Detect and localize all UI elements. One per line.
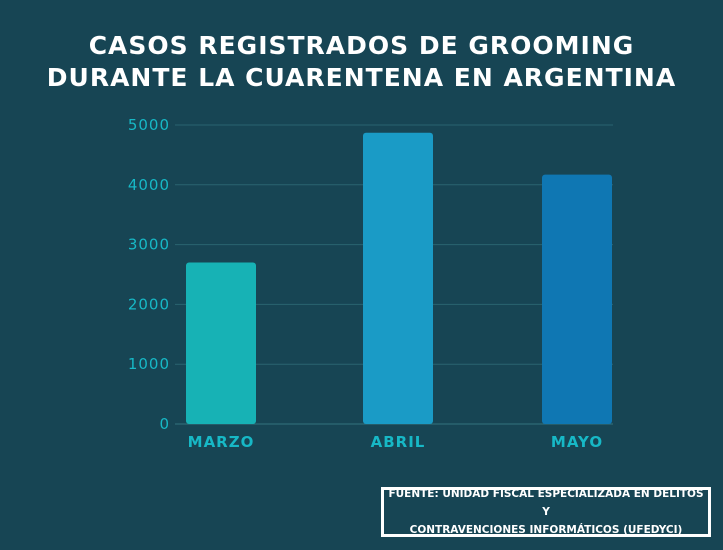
bar-abril — [363, 132, 433, 425]
chart-title: CASOS REGISTRADOS DE GROOMING DURANTE LA… — [0, 30, 723, 94]
y-tick-label: 1000 — [128, 355, 170, 373]
chart-title-line-2: DURANTE LA CUARENTENA EN ARGENTINA — [46, 63, 677, 92]
x-axis: MARZO ABRIL MAYO — [188, 433, 603, 451]
bar-mayo — [542, 174, 612, 424]
source-box: FUENTE: UNIDAD FISCAL ESPECIALIZADA EN D… — [381, 487, 711, 537]
y-tick-label: 3000 — [128, 236, 170, 254]
x-tick-label-abril: ABRIL — [371, 433, 426, 451]
source-line-1: FUENTE: UNIDAD FISCAL ESPECIALIZADA EN D… — [388, 488, 704, 518]
source-line-2: CONTRAVENCIONES INFORMÁTICOS (UFEDYCI) — [409, 524, 683, 536]
x-tick-label-mayo: MAYO — [551, 433, 603, 451]
chart-title-line-1: CASOS REGISTRADOS DE GROOMING — [88, 31, 635, 60]
y-tick-label: 0 — [159, 415, 170, 433]
y-tick-label: 2000 — [128, 295, 170, 313]
y-tick-label: 4000 — [128, 176, 170, 194]
y-tick-label: 5000 — [128, 116, 170, 134]
x-tick-label-marzo: MARZO — [188, 433, 255, 451]
y-axis: 0 1000 2000 3000 4000 5000 — [128, 116, 170, 433]
bar-marzo — [186, 262, 256, 424]
bars — [186, 132, 612, 425]
